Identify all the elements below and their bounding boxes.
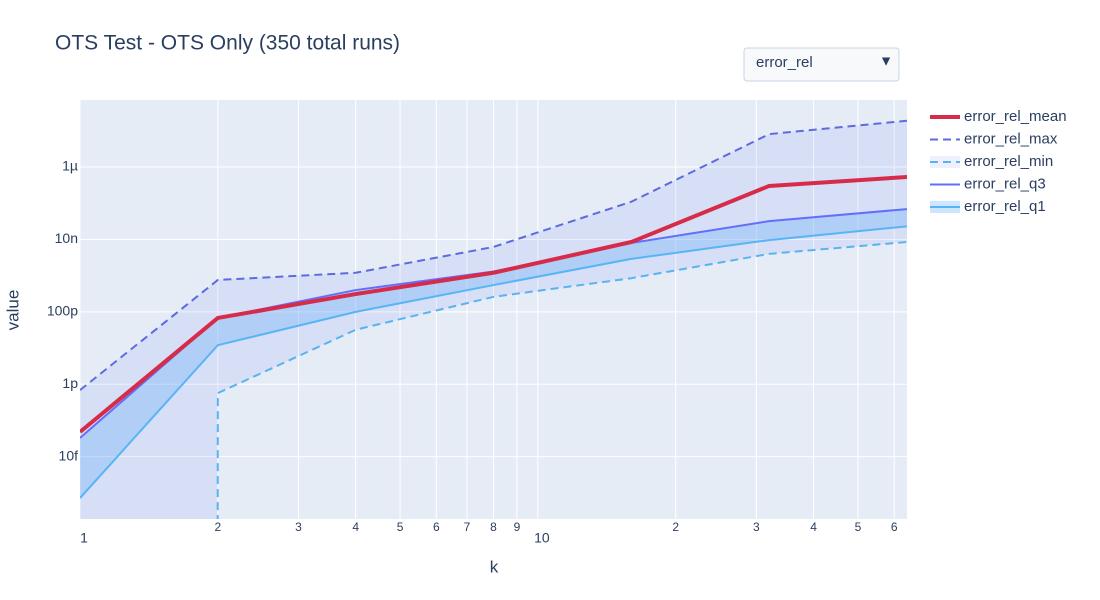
x-axis-title: k — [490, 557, 499, 576]
dropdown[interactable]: error_rel ▼ — [743, 47, 900, 82]
y-axis-title: value — [3, 290, 22, 331]
series-line — [80, 119, 907, 391]
legend: error_rel_mean error_rel_max error_rel_min… — [930, 108, 1067, 215]
x-tick-label: 2 — [214, 520, 221, 534]
dropdown-box[interactable] — [743, 47, 900, 82]
grid — [79, 100, 907, 519]
x-tick-label: 1 — [80, 530, 88, 546]
y-tick-label: 10n — [55, 230, 78, 246]
legend-label: error_rel_max — [964, 130, 1058, 147]
x-tick-label: 7 — [464, 520, 471, 534]
legend-label: error_rel_q3 — [964, 175, 1046, 192]
x-tick-label: 10 — [534, 530, 550, 546]
legend-label: error_rel_min — [964, 153, 1053, 170]
x-tick-label: 5 — [855, 520, 862, 534]
dropdown-label[interactable]: error_rel — [756, 54, 813, 71]
labels: 1 2 3 4 5 6 7 8 9 10 2 3 4 5 6 10f 1p 100p 10n 1µ — [47, 158, 898, 546]
x-tick-label: 6 — [891, 520, 898, 534]
x-tick-label: 5 — [397, 520, 404, 534]
x-tick-label: 6 — [433, 520, 440, 534]
x-tick-label: 4 — [352, 520, 359, 534]
chart-title: OTS Test - OTS Only (350 total runs) — [55, 32, 400, 55]
series-line — [216, 240, 907, 519]
dropdown-arrow[interactable]: ▼ — [879, 53, 893, 69]
y-tick-label: 10f — [59, 447, 79, 463]
y-tick-label: 1p — [62, 375, 78, 391]
plot-area — [80, 119, 907, 519]
x-tick-label: 9 — [514, 520, 521, 534]
band-fill — [80, 120, 907, 519]
x-tick-label: 2 — [672, 520, 679, 534]
x-tick-label: 4 — [810, 520, 817, 534]
series-line — [80, 225, 907, 499]
x-tick-label: 8 — [490, 520, 497, 534]
y-tick-label: 100p — [47, 303, 78, 319]
x-tick-label: 3 — [753, 520, 760, 534]
legend-label: error_rel_q1 — [964, 198, 1046, 215]
legend-label: error_rel_mean — [964, 108, 1067, 125]
x-tick-label: 3 — [295, 520, 302, 534]
series-line — [80, 175, 907, 434]
y-tick-label: 1µ — [62, 158, 78, 174]
